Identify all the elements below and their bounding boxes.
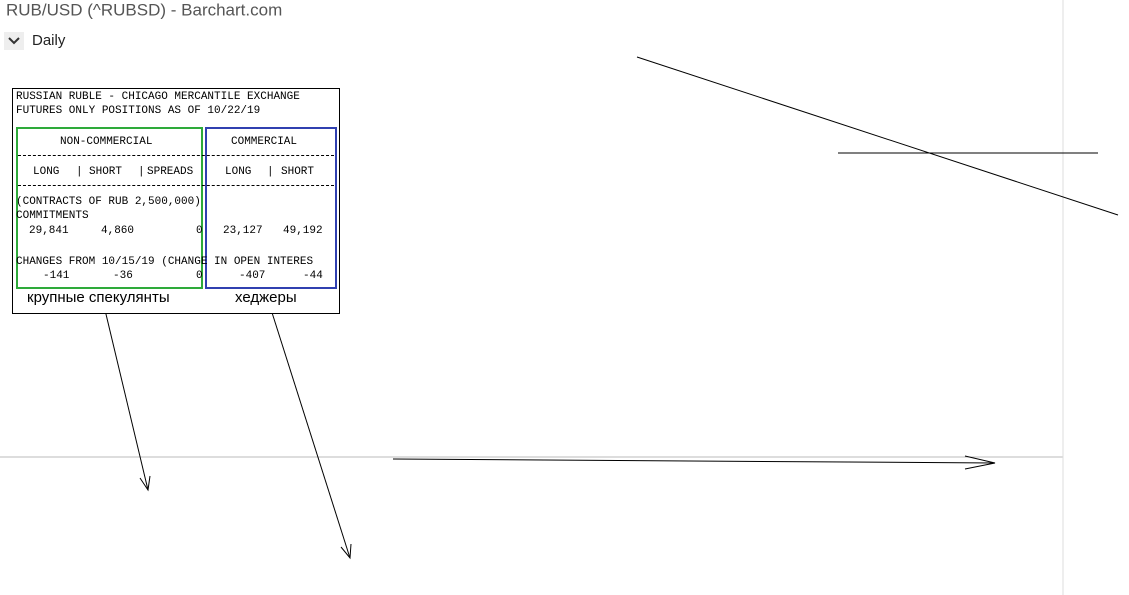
commitments-label: COMMITMENTS — [16, 210, 89, 222]
cot-value: 0 — [196, 270, 203, 282]
col-head: SHORT — [281, 166, 315, 178]
contracts-note: (CONTRACTS OF RUB 2,500,000) — [16, 196, 201, 208]
col-group: NON-COMMERCIAL — [60, 136, 153, 148]
cot-value: 4,860 — [101, 225, 135, 237]
cot-value: -141 — [43, 270, 70, 282]
commercial-box — [205, 127, 337, 289]
changes-label: CHANGES FROM 10/15/19 (CHANGE IN OPEN IN… — [16, 256, 314, 268]
cot-title: FUTURES ONLY POSITIONS AS OF 10/22/19 — [16, 105, 261, 117]
col-group: COMMERCIAL — [231, 136, 298, 148]
annotation: хеджеры — [235, 289, 297, 306]
chart-title: RUB/USD (^RUBSD) - Barchart.com — [6, 0, 282, 19]
arrows — [104, 299, 996, 560]
rule — [18, 155, 334, 156]
cot-title: RUSSIAN RUBLE - CHICAGO MERCANTILE EXCHA… — [16, 91, 300, 103]
cot-report: RUSSIAN RUBLE - CHICAGO MERCANTILE EXCHA… — [12, 88, 340, 314]
cot-value: 23,127 — [223, 225, 263, 237]
annotation: крупные спекулянты — [27, 289, 170, 306]
interval-button[interactable] — [4, 32, 24, 50]
cot-value: 29,841 — [29, 225, 69, 237]
cot-value: -44 — [303, 270, 323, 282]
interval[interactable]: Daily — [32, 32, 66, 49]
trendline — [636, 56, 1119, 216]
col-head: SPREADS — [147, 166, 194, 178]
cot-value: -36 — [113, 270, 133, 282]
rule — [18, 185, 334, 186]
non-commercial-box — [16, 127, 203, 289]
cot-value: -407 — [239, 270, 266, 282]
cot-value: 49,192 — [283, 225, 323, 237]
col-head: LONG — [225, 166, 252, 178]
col-head: LONG — [33, 166, 60, 178]
chevron — [8, 37, 20, 45]
col-head: SHORT — [89, 166, 123, 178]
cot-value: 0 — [196, 225, 203, 237]
